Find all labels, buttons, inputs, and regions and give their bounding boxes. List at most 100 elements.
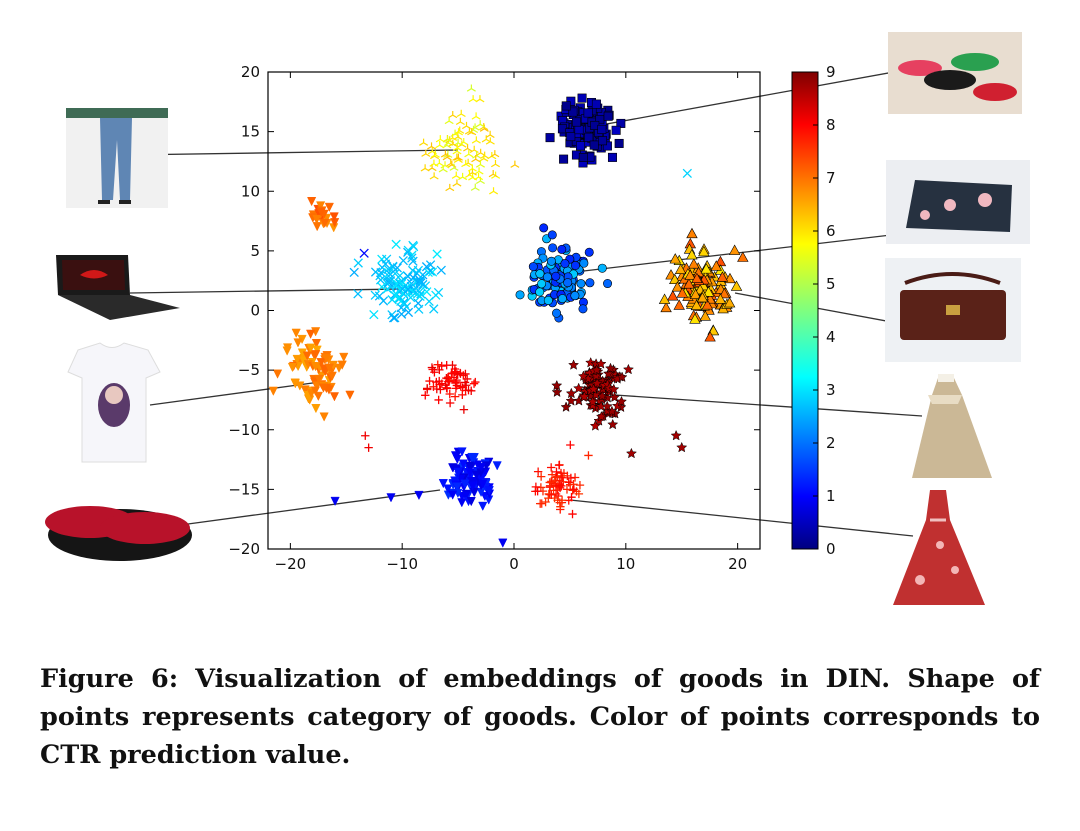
point-coat bbox=[601, 400, 613, 412]
point-laptop bbox=[408, 273, 418, 283]
point-sneakers bbox=[561, 101, 571, 111]
point-pants bbox=[448, 110, 458, 119]
point-red-plus bbox=[434, 395, 443, 405]
point-laptop bbox=[395, 293, 405, 303]
point-sneakers bbox=[572, 117, 582, 127]
point-t-shirt bbox=[295, 381, 305, 391]
point-pants bbox=[455, 117, 465, 126]
point-laptop bbox=[380, 259, 391, 269]
x-tick-label: 0 bbox=[509, 555, 519, 573]
point-phone-case bbox=[584, 247, 594, 257]
point-laptop bbox=[370, 290, 380, 300]
point-pants bbox=[453, 153, 463, 161]
point-t-shirt bbox=[293, 338, 303, 348]
point-pants bbox=[489, 187, 499, 195]
point-phone-case bbox=[543, 295, 553, 305]
point-pants bbox=[440, 161, 450, 169]
point-laptop bbox=[403, 247, 413, 257]
point-sneakers bbox=[614, 138, 624, 148]
point-handbag bbox=[689, 288, 702, 299]
sneakers-photo bbox=[888, 32, 1022, 114]
cluster-coat bbox=[551, 356, 635, 431]
point-laptop bbox=[375, 271, 385, 281]
point-red-plus bbox=[453, 370, 462, 379]
point-laptop bbox=[395, 270, 405, 281]
point-handbag bbox=[671, 281, 684, 292]
point-slippers bbox=[448, 463, 458, 473]
point-pants bbox=[471, 112, 481, 120]
point-laptop bbox=[387, 310, 397, 320]
point-handbag bbox=[702, 286, 715, 297]
point-orange-tri-down bbox=[307, 197, 317, 207]
point-handbag bbox=[704, 331, 716, 342]
outlier-point bbox=[330, 496, 340, 507]
point-t-shirt bbox=[312, 345, 322, 355]
point-coat bbox=[595, 358, 607, 369]
point-laptop bbox=[399, 297, 409, 308]
point-red-dress bbox=[552, 467, 561, 477]
point-laptop bbox=[353, 289, 363, 299]
point-phone-case bbox=[579, 258, 589, 268]
point-red-plus bbox=[425, 376, 434, 386]
point-orange-tri-down bbox=[312, 214, 322, 225]
point-pants bbox=[452, 147, 462, 155]
point-red-dress bbox=[547, 490, 556, 500]
point-pants bbox=[455, 126, 465, 134]
point-pants bbox=[449, 163, 459, 171]
point-laptop bbox=[433, 287, 444, 298]
point-slippers bbox=[448, 490, 458, 500]
point-handbag bbox=[723, 297, 736, 308]
point-sneakers bbox=[568, 107, 578, 117]
point-t-shirt bbox=[282, 343, 293, 353]
outlier-point bbox=[670, 429, 682, 441]
point-phone-case bbox=[570, 260, 580, 270]
point-phone-case bbox=[546, 256, 556, 266]
point-red-plus bbox=[450, 392, 460, 401]
cluster-red-plus bbox=[421, 360, 480, 414]
phone-case-photo bbox=[886, 160, 1030, 244]
outlier-point bbox=[676, 441, 688, 453]
point-pants bbox=[474, 172, 484, 181]
point-t-shirt bbox=[324, 363, 334, 373]
point-laptop bbox=[377, 254, 387, 264]
point-coat bbox=[622, 363, 635, 375]
t-shirt-photo bbox=[67, 342, 161, 463]
point-coat bbox=[587, 399, 599, 411]
point-phone-case bbox=[547, 230, 557, 240]
point-t-shirt bbox=[318, 383, 329, 393]
point-laptop bbox=[404, 287, 415, 298]
point-handbag bbox=[698, 245, 710, 257]
point-phone-case bbox=[576, 279, 586, 289]
point-handbag bbox=[674, 263, 687, 274]
point-laptop bbox=[398, 284, 408, 294]
point-phone-case bbox=[570, 291, 580, 301]
point-coat bbox=[551, 386, 563, 398]
point-red-dress bbox=[569, 485, 579, 494]
point-orange-tri-down bbox=[316, 201, 326, 211]
point-sneakers bbox=[559, 154, 569, 164]
cluster-phone-case bbox=[515, 223, 613, 323]
point-t-shirt bbox=[324, 385, 334, 395]
point-laptop bbox=[369, 309, 379, 320]
point-phone-case bbox=[557, 294, 567, 304]
point-pants bbox=[444, 116, 454, 125]
point-slippers bbox=[467, 481, 478, 491]
point-red-plus bbox=[456, 382, 465, 391]
point-red-dress bbox=[535, 499, 545, 508]
y-tick-label: 5 bbox=[250, 242, 260, 260]
point-pants bbox=[427, 142, 437, 150]
point-orange-tri-down bbox=[324, 202, 334, 213]
point-handbag bbox=[730, 280, 743, 291]
point-red-plus bbox=[442, 360, 451, 370]
point-laptop bbox=[415, 291, 425, 302]
point-coat bbox=[590, 370, 602, 381]
handbag-photo bbox=[885, 258, 1021, 362]
point-sneakers bbox=[591, 99, 601, 109]
point-coat bbox=[591, 377, 603, 389]
point-t-shirt bbox=[337, 360, 347, 370]
point-red-dress bbox=[533, 467, 543, 476]
point-coat bbox=[606, 405, 618, 417]
point-laptop bbox=[349, 267, 359, 278]
point-slippers bbox=[466, 497, 476, 507]
point-red-plus bbox=[462, 374, 472, 384]
